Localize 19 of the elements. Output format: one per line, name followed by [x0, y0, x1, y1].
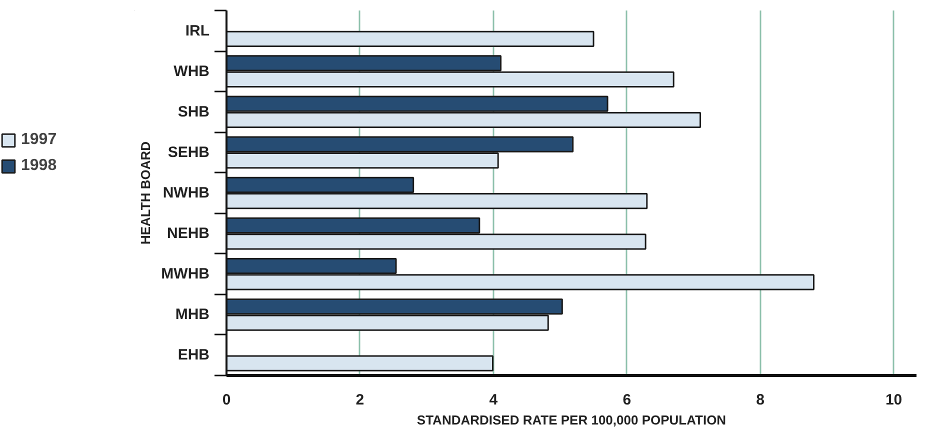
- x-tick-label: 8: [756, 392, 765, 408]
- y-tick-label: MWHB: [161, 266, 210, 283]
- y-tick-label: IRL: [185, 22, 210, 40]
- legend-label: 1998: [21, 157, 57, 175]
- x-tick-label: 10: [885, 392, 902, 408]
- legend-label: 1997: [21, 131, 57, 149]
- y-tick-label: WHB: [174, 62, 210, 80]
- y-axis-title: HEALTH BOARD: [138, 141, 154, 245]
- x-axis-title: STANDARDISED RATE PER 100,000 POPULATION: [416, 412, 726, 428]
- y-tick-label: EHB: [178, 346, 210, 364]
- x-tick-label: 2: [356, 392, 364, 408]
- y-tick-label: SHB: [178, 103, 210, 120]
- x-tick-label: 4: [489, 392, 498, 408]
- y-tick-label: MHB: [175, 306, 210, 324]
- x-tick-label: 6: [622, 392, 632, 408]
- y-tick-label: NEHB: [167, 225, 210, 242]
- y-tick-label: SEHB: [168, 144, 210, 161]
- y-tick-label: NWHB: [162, 184, 210, 202]
- x-tick-label: 0: [222, 392, 231, 408]
